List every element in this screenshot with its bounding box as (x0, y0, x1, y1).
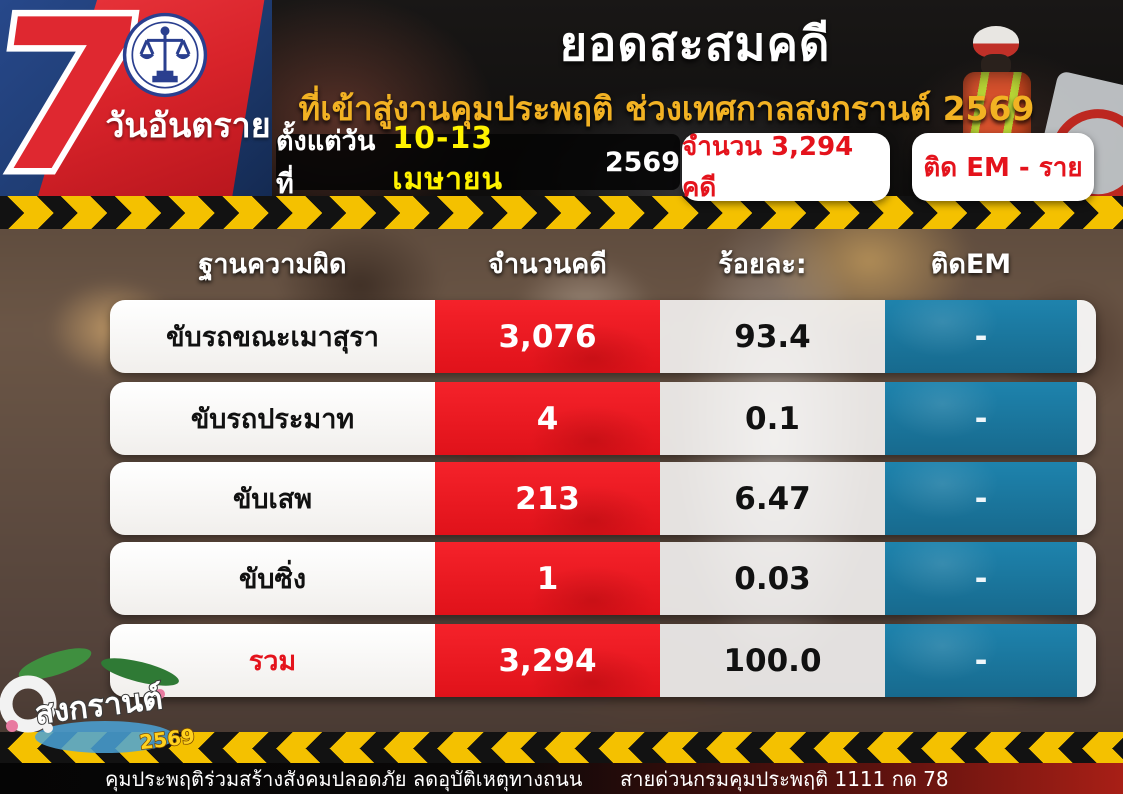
row-end-cap (1077, 624, 1096, 697)
chevron-pattern (0, 749, 1123, 765)
cases-cell: 4 (435, 382, 660, 455)
cases-cell: 213 (435, 462, 660, 535)
cases-cell: 1 (435, 542, 660, 615)
cases-cell: 3,294 (435, 624, 660, 697)
head-shape (981, 54, 1011, 76)
row-end-cap (1077, 462, 1096, 535)
date-range: 10-13 เมษายน (392, 121, 504, 197)
date-year: 2569 (604, 146, 680, 178)
flower-ring-shape (0, 675, 57, 733)
table-header-row: ฐานความผิด จำนวนคดี ร้อยละ: ติดEM (0, 242, 1123, 286)
em-value: - (974, 400, 988, 437)
em-value: - (974, 642, 988, 679)
poster-title: ยอดสะสมคดี (559, 17, 831, 72)
date-prefix: ตั้งแต่วันที่ (276, 126, 376, 200)
offense-label: ขับซิ่ง (238, 564, 307, 595)
brand-label-dangerous-days: วันอันตราย (105, 106, 271, 146)
cases-cell: 3,076 (435, 300, 660, 373)
total-label: รวม (248, 646, 297, 677)
row-end-cap (1077, 382, 1096, 455)
column-header-offense: ฐานความผิด (198, 249, 347, 280)
footer-hotline: สายด่วนกรมคุมประพฤติ 1111 กด 78 (620, 766, 949, 791)
percent-value: 93.4 (734, 318, 811, 355)
water-splash-shape (35, 721, 175, 753)
percent-value: 0.03 (734, 560, 811, 597)
cases-value: 1 (536, 560, 559, 597)
percent-cell: 100.0 (660, 624, 885, 697)
scales-of-justice-icon (139, 26, 191, 83)
table-row-total: รวม 3,294 100.0 - (110, 624, 1096, 697)
offense-label: ขับรถประมาท (190, 404, 355, 435)
probation-department-emblem (122, 12, 208, 98)
cases-value: 4 (536, 400, 559, 437)
poster-subtitle: ที่เข้าสู่งานคุมประพฤติ ช่วงเทศกาลสงกราน… (298, 89, 1035, 128)
palm-leaf-shape (18, 648, 92, 680)
songkran-title: สงกรานต์ (33, 680, 165, 731)
em-value: - (974, 560, 988, 597)
cases-value: 3,076 (498, 318, 597, 355)
offense-cell: ขับซิ่ง (110, 542, 435, 615)
table-row: ขับเสพ 213 6.47 - (110, 462, 1096, 535)
footer-bar: คุมประพฤติร่วมสร้างสังคมปลอดภัย ลดอุบัติ… (0, 763, 1123, 794)
em-cell: - (885, 300, 1077, 373)
percent-cell: 93.4 (660, 300, 885, 373)
offense-cell: ขับรถขณะเมาสุรา (110, 300, 435, 373)
palm-leaf-shape (101, 658, 179, 686)
row-end-cap (1077, 300, 1096, 373)
percent-value: 6.47 (734, 480, 811, 517)
offense-cell: ขับรถประมาท (110, 382, 435, 455)
row-end-cap (1077, 542, 1096, 615)
em-cell: - (885, 382, 1077, 455)
offense-label: ขับเสพ (232, 484, 313, 515)
percent-cell: 0.03 (660, 542, 885, 615)
offense-cell: รวม (110, 624, 435, 697)
date-range-band: ตั้งแต่วันที่ 10-13 เมษายน 2569 (276, 121, 680, 200)
em-cell: - (885, 542, 1077, 615)
table-row: ขับซิ่ง 1 0.03 - (110, 542, 1096, 615)
chevron-pattern (0, 732, 1123, 749)
cases-value: 213 (515, 480, 580, 517)
em-count-badge: ติด EM - ราย (912, 133, 1094, 201)
cases-value: 3,294 (498, 642, 597, 679)
total-cases-badge: จำนวน 3,294 คดี (682, 132, 890, 203)
chevron-pattern (0, 213, 1123, 229)
em-cell: - (885, 462, 1077, 535)
column-header-em: ติดEM (930, 249, 1012, 280)
em-value: - (974, 480, 988, 517)
songkran-festival-logo: สงกรานต์ 2569 (0, 642, 215, 777)
percent-cell: 0.1 (660, 382, 885, 455)
percent-value: 0.1 (745, 400, 800, 437)
em-value: - (974, 318, 988, 355)
em-cell: - (885, 624, 1077, 697)
footer-slogan: คุมประพฤติร่วมสร้างสังคมปลอดภัย ลดอุบัติ… (105, 766, 583, 791)
percent-cell: 6.47 (660, 462, 885, 535)
helmet-shape (973, 26, 1019, 58)
column-header-percent: ร้อยละ: (718, 249, 807, 280)
percent-value: 100.0 (723, 642, 822, 679)
hazard-stripe-bottom (0, 732, 1123, 765)
table-row: ขับรถขณะเมาสุรา 3,076 93.4 - (110, 300, 1096, 373)
column-header-cases: จำนวนคดี (488, 249, 607, 280)
offense-label: ขับรถขณะเมาสุรา (166, 322, 379, 353)
offense-cell: ขับเสพ (110, 462, 435, 535)
table-row: ขับรถประมาท 4 0.1 - (110, 382, 1096, 455)
